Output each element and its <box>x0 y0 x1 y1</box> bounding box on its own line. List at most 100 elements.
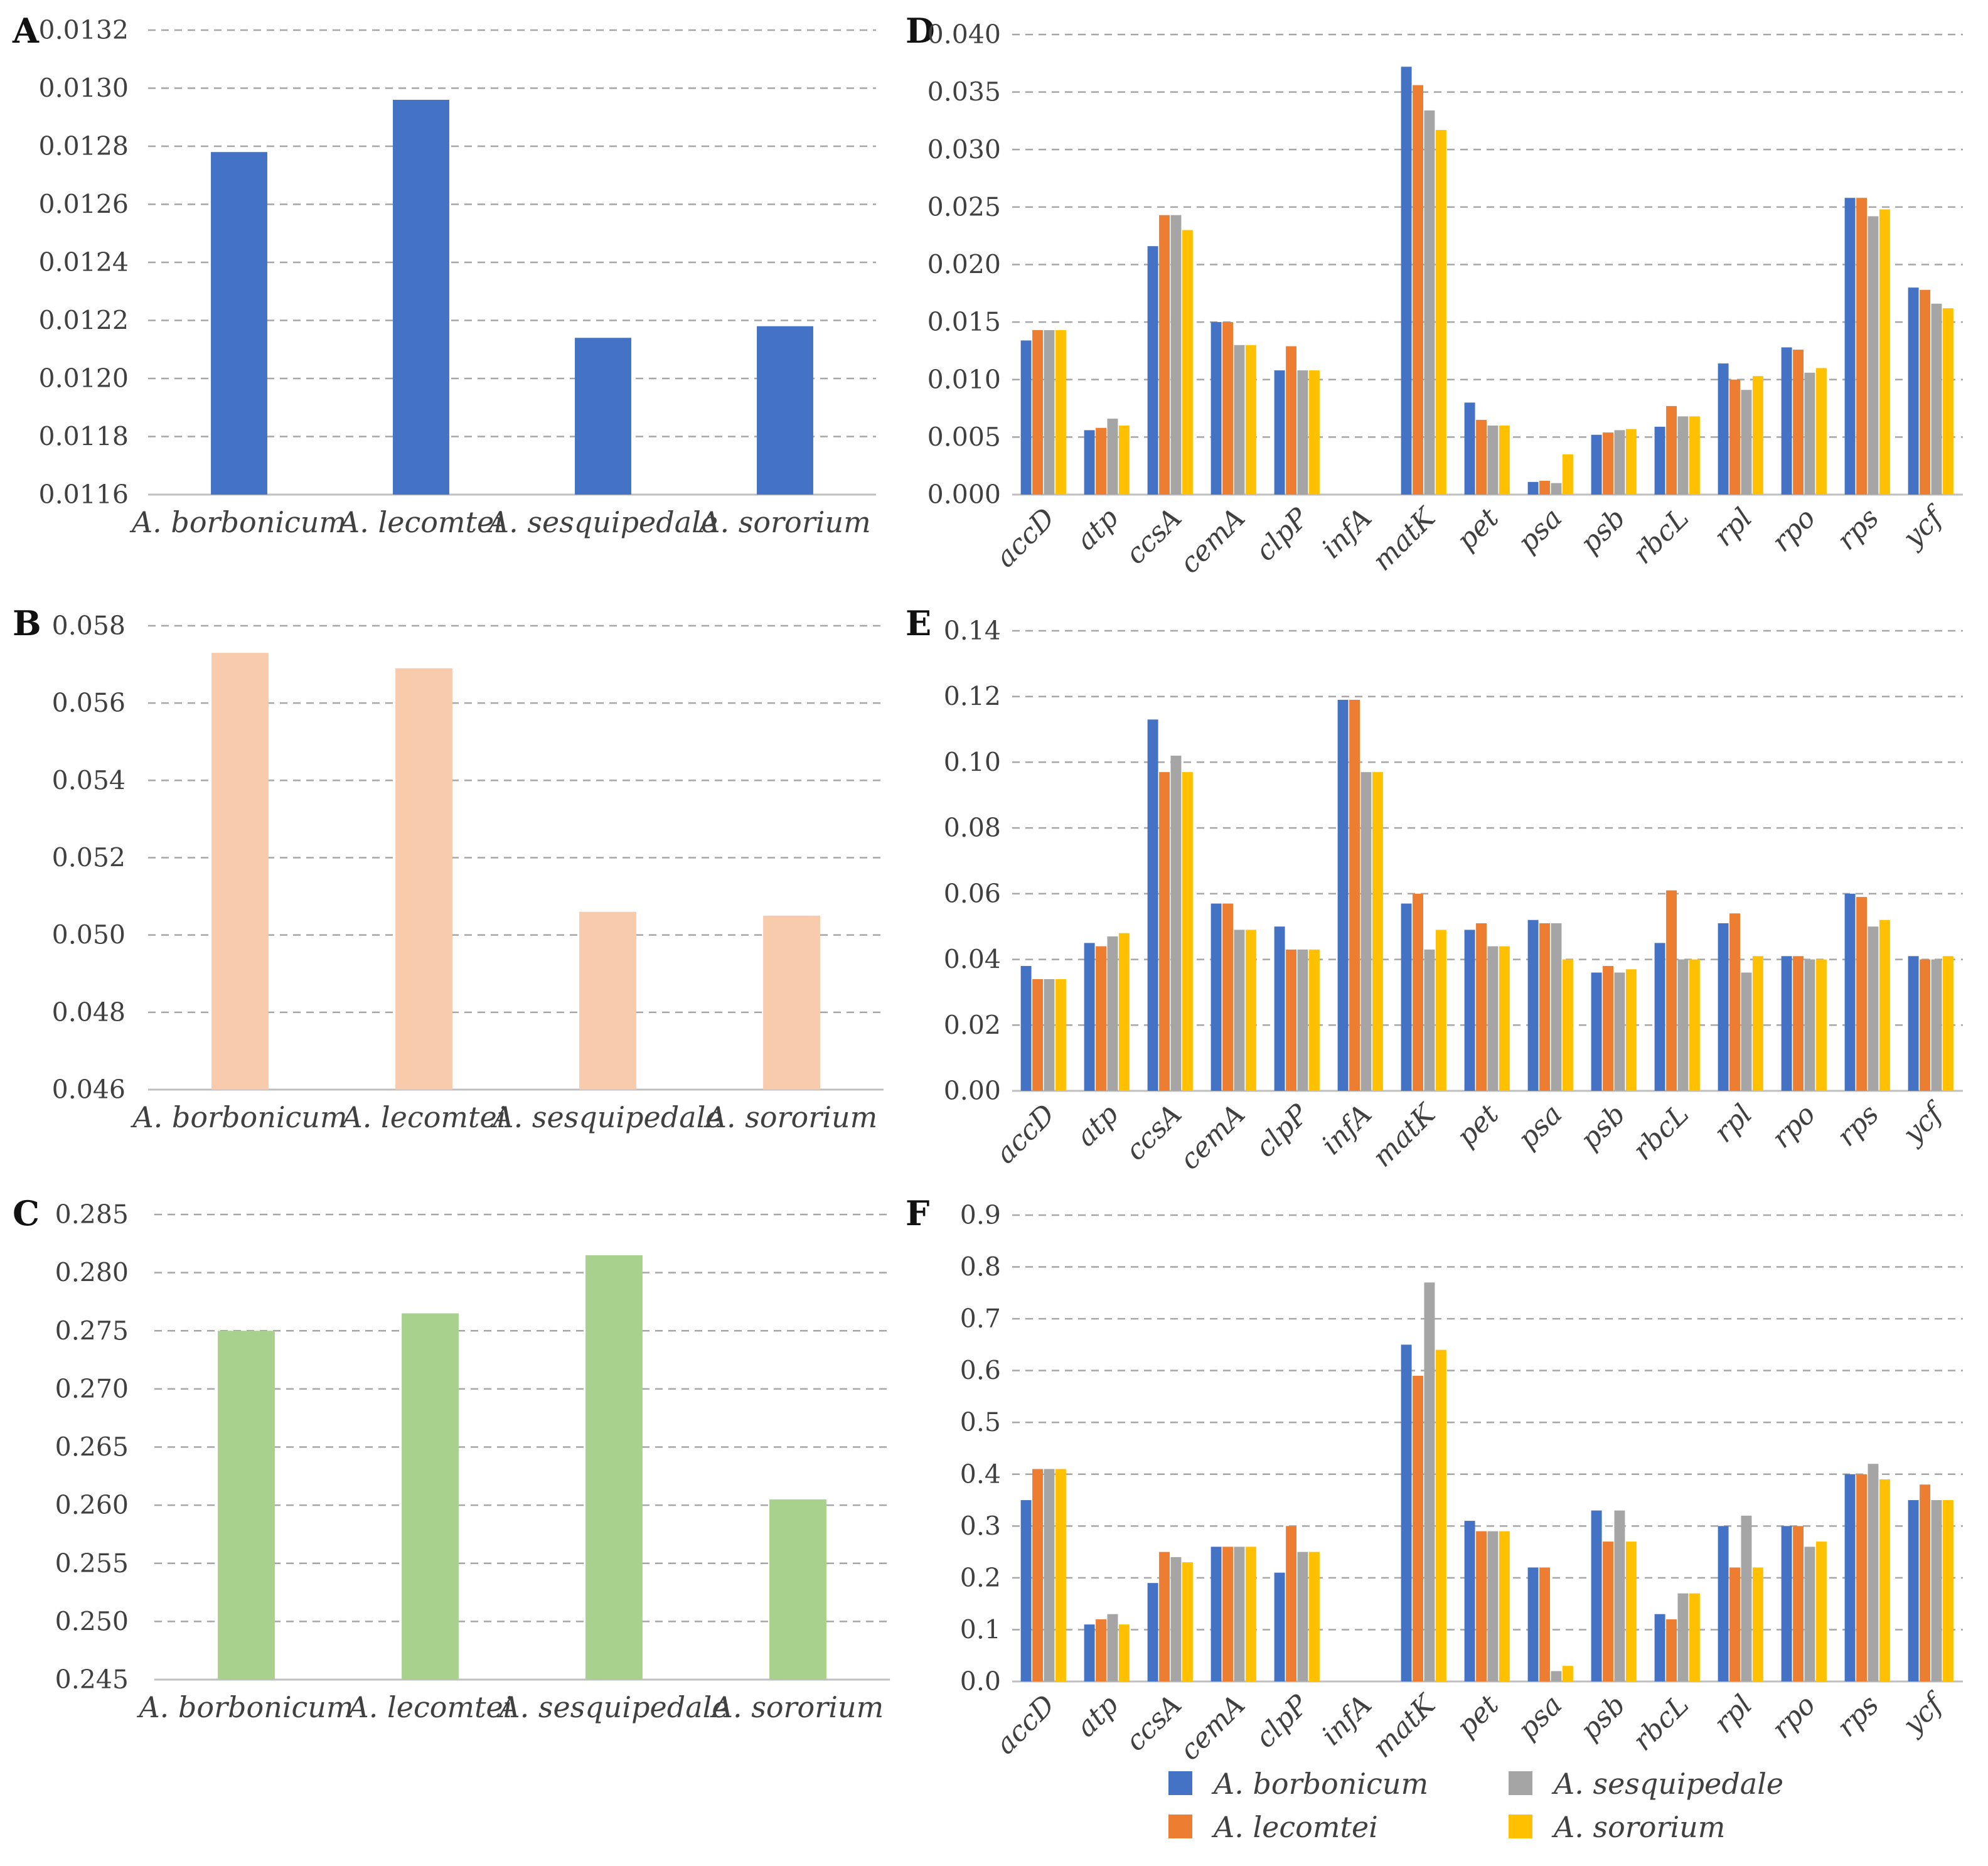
y-tick-label: 0.0130 <box>39 73 129 104</box>
x-category-label: A. sororium <box>703 1100 877 1134</box>
bar <box>1654 943 1665 1091</box>
y-tick-label: 0.0116 <box>39 480 129 510</box>
bar <box>1487 1531 1499 1681</box>
bar <box>1159 1552 1170 1681</box>
bar <box>1055 330 1066 495</box>
bar <box>1107 419 1118 495</box>
y-tick-label: 0.04 <box>944 945 1001 975</box>
bar <box>1170 215 1182 495</box>
bar <box>1372 772 1383 1091</box>
x-category-label: pet <box>1450 1098 1505 1152</box>
x-category-label: psb <box>1574 1689 1632 1747</box>
bar <box>1931 959 1942 1091</box>
bar <box>1210 903 1222 1091</box>
y-tick-label: 0.054 <box>52 765 126 795</box>
bar <box>1625 1542 1637 1681</box>
x-category-label: pet <box>1450 501 1505 556</box>
bar <box>1942 308 1953 495</box>
x-category-label: rps <box>1830 502 1885 557</box>
x-category-label: psb <box>1574 1098 1632 1156</box>
x-category-label: psa <box>1512 502 1568 559</box>
bar <box>1908 1500 1919 1681</box>
y-tick-label: 0.058 <box>52 611 126 641</box>
x-category-label: cemA <box>1173 502 1251 580</box>
bar <box>1942 956 1953 1091</box>
bar <box>1234 1547 1245 1681</box>
bar <box>1435 130 1446 495</box>
bar <box>1413 893 1423 1091</box>
bar <box>1815 368 1827 495</box>
bar <box>1234 345 1245 495</box>
bar <box>1499 426 1510 495</box>
bar <box>1815 959 1827 1091</box>
bar <box>1718 923 1729 1091</box>
x-category-label: cemA <box>1173 1689 1251 1767</box>
y-tick-label: 0.025 <box>927 192 1001 222</box>
bar <box>1297 370 1308 495</box>
y-tick-label: 0.040 <box>927 19 1001 50</box>
y-tick-label: 0.285 <box>55 1199 129 1230</box>
y-tick-label: 0.0126 <box>39 190 129 220</box>
bar <box>1147 1583 1158 1681</box>
panel-d: D 0.000 0.005 0.010 0.015 0.020 0.025 0.030 0.03… <box>906 11 1963 580</box>
bar <box>1210 1547 1222 1681</box>
y-tick-label: 0.048 <box>52 997 126 1027</box>
bar <box>393 100 449 495</box>
bar <box>1920 959 1930 1091</box>
y-tick-label: 0.7 <box>960 1304 1001 1334</box>
x-category-label: clpP <box>1249 1098 1315 1164</box>
x-category-label: A. sesquipedale <box>496 1690 729 1724</box>
legend-label: A. borbonicum <box>1211 1767 1428 1801</box>
bar <box>1625 969 1637 1091</box>
y-tick-label: 0.02 <box>944 1010 1001 1040</box>
bar <box>402 1313 459 1680</box>
bar <box>1677 1593 1689 1681</box>
x-category-label: A. sororium <box>710 1690 884 1724</box>
x-category-label: rbcL <box>1627 1689 1695 1757</box>
y-tick-label: 0.056 <box>52 688 126 718</box>
y-tick-label: 0.1 <box>960 1614 1001 1644</box>
bar <box>1844 893 1856 1091</box>
x-category-label: rbcL <box>1627 502 1695 571</box>
panel-c: C 0.245 0.250 0.255 0.260 0.265 0.270 0.275 0.28… <box>13 1193 890 1724</box>
x-category-label: accD <box>990 502 1061 574</box>
legend-swatch <box>1509 1771 1532 1795</box>
x-category-label: ycf <box>1896 499 1952 555</box>
bar <box>1084 1624 1095 1681</box>
panel-e: E 0.00 0.02 0.04 0.06 0.08 0.10 0.12 0.14 accD atp… <box>906 603 1963 1176</box>
bar <box>1868 926 1879 1091</box>
bar <box>1844 198 1856 495</box>
bar <box>1274 370 1285 495</box>
x-category-label: clpP <box>1249 501 1315 567</box>
bar <box>1614 972 1625 1091</box>
bar <box>1245 345 1256 495</box>
y-tick-label: 0.0 <box>960 1666 1001 1697</box>
y-tick-label: 0.046 <box>52 1075 126 1105</box>
y-tick-label: 0.275 <box>55 1316 129 1346</box>
bar <box>1603 432 1613 495</box>
bar <box>1274 1572 1285 1681</box>
bar <box>1539 923 1550 1091</box>
y-tick-label: 0.270 <box>55 1374 129 1404</box>
bar <box>1908 287 1919 495</box>
bar <box>1741 390 1752 495</box>
bar <box>211 152 267 495</box>
y-tick-label: 0.000 <box>927 480 1001 510</box>
bar <box>1741 972 1752 1091</box>
bar <box>1297 949 1308 1091</box>
bar <box>1591 1510 1602 1681</box>
x-category-label: rpl <box>1707 1098 1758 1149</box>
bar <box>1677 416 1689 495</box>
y-tick-label: 0.050 <box>52 920 126 950</box>
x-category-label: A. lecomtei <box>336 505 503 539</box>
bar <box>1159 215 1170 495</box>
x-category-label: rpl <box>1707 502 1758 553</box>
legend-label: A. lecomtei <box>1211 1810 1378 1844</box>
y-tick-label: 0.010 <box>927 365 1001 395</box>
bar <box>1689 416 1700 495</box>
bar <box>1793 1526 1804 1681</box>
x-category-label: psa <box>1512 1098 1568 1155</box>
bar <box>1920 289 1930 495</box>
